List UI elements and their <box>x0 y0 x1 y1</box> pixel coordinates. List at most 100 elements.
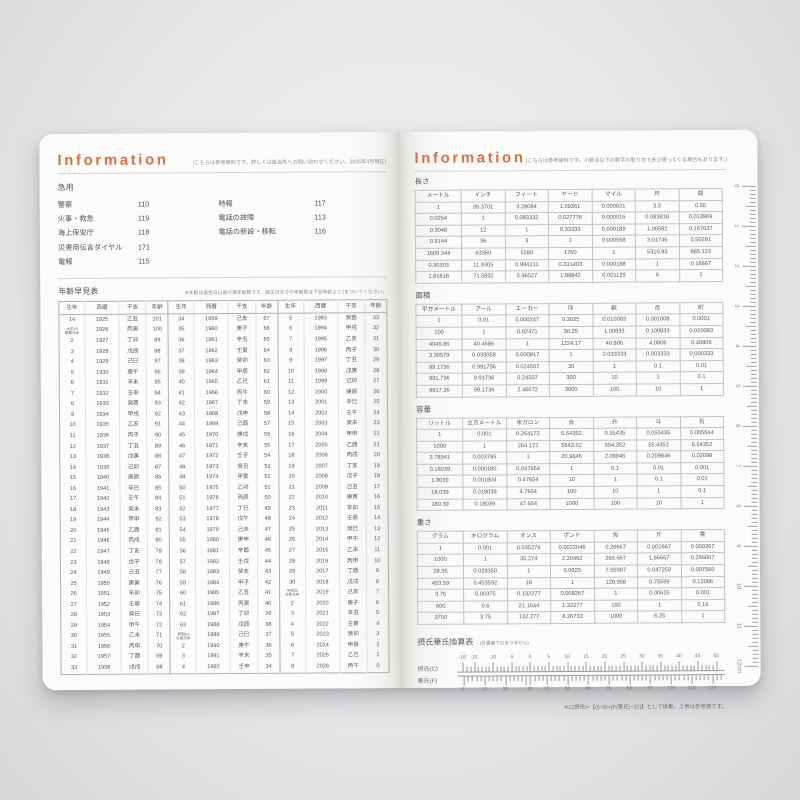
phone-number: 119 <box>137 213 150 223</box>
ruler-tick <box>746 325 757 327</box>
ruler-tick <box>749 217 756 219</box>
fahrenheit-tick-label: 110 <box>687 685 696 692</box>
conversion-cell: 5543.52 <box>549 440 594 452</box>
age-cell: 1969 <box>194 419 230 431</box>
age-cell: 35 <box>168 324 195 336</box>
header-note: (こちらは参考資料です。詳しくは該当先へお問い合わせください。2025年4月現在… <box>192 159 387 167</box>
conversion-cell: 1 <box>549 349 593 362</box>
age-cell: 1945 <box>86 525 121 537</box>
age-cell: 47 <box>256 524 279 536</box>
conversion-cell: 21.1644 <box>507 600 551 613</box>
ruler-tick <box>752 649 759 651</box>
age-cell: 12 <box>277 387 305 399</box>
conversion-cell: 3.28084 <box>504 201 549 214</box>
ruler-number: 11 <box>735 622 742 630</box>
conversion-cell: 0.12096 <box>681 576 725 589</box>
age-cell: 1992 <box>196 662 231 674</box>
age-cell: 乙丑 <box>119 313 147 326</box>
ruler-tick <box>752 657 759 659</box>
conversion-cell: 0.027778 <box>548 212 592 225</box>
celsius-tick-label: 5 <box>547 654 550 661</box>
age-cell: 16 <box>365 492 389 503</box>
conversion-cell: 1 <box>417 542 464 555</box>
conversion-cell: 160 <box>594 599 638 612</box>
age-cell: 1953 <box>86 609 121 621</box>
age-cell: 8 <box>366 576 389 588</box>
ruler-tick <box>751 553 758 555</box>
celsius-tick <box>645 665 647 671</box>
ruler-tick <box>750 289 757 291</box>
fahrenheit-tick <box>496 675 498 681</box>
fahrenheit-tick <box>703 674 705 680</box>
conversion-cell: 0.035274 <box>506 542 551 555</box>
celsius-tick-label: 25 <box>620 653 626 660</box>
age-table-header: 年齢早見表 ※年齢は誕生日以後の満年齢数です。誕生日までの年齢数は下記年齢より1… <box>58 284 387 297</box>
fahrenheit-tick <box>517 675 519 681</box>
age-cell: 13 <box>69 454 76 461</box>
age-cell: 37 <box>257 630 280 641</box>
temp-scale-subtitle: (計量器ではありません) <box>479 640 529 646</box>
ruler-tick <box>752 573 759 575</box>
age-cell: 20 <box>365 450 388 461</box>
conversion-cell: 132.277 <box>507 611 551 624</box>
age-cell: 8 <box>70 401 75 408</box>
age-cell: 2 <box>366 639 389 651</box>
scale-baseline <box>457 674 725 677</box>
fahrenheit-tick-label: 90 <box>647 685 653 692</box>
age-col-header: 年齢 <box>364 299 387 313</box>
age-cell: 甲子 <box>230 577 258 589</box>
fahrenheit-tick <box>583 675 585 681</box>
age-cell: 丁丑 <box>337 355 366 367</box>
age-cell: 58 <box>256 408 279 420</box>
age-cell: 4 <box>170 662 197 674</box>
age-cell: 1973 <box>195 461 230 473</box>
celsius-tick <box>529 662 531 672</box>
fahrenheit-tick <box>567 675 569 685</box>
age-cell: 乙丑 <box>230 588 258 599</box>
ruler-tick <box>751 489 758 491</box>
phone-row: 海上保安庁 118 <box>58 226 207 241</box>
age-cell: 4 <box>70 359 74 366</box>
ruler-tick <box>750 313 757 315</box>
conversion-cell: 0.994211 <box>505 259 549 272</box>
fahrenheit-tick <box>600 675 602 681</box>
age-cell: 1987 <box>196 609 231 621</box>
age-cell: 8 <box>277 345 304 356</box>
ruler-tick <box>752 581 759 583</box>
conversion-cell: 100 <box>415 327 463 339</box>
emergency-section-title: 急用 <box>57 182 74 193</box>
fahrenheit-tick <box>650 674 651 684</box>
age-cell: 1964 <box>194 366 229 378</box>
conversion-cell: 1 <box>681 610 725 623</box>
conversion-cell: 40.806 <box>592 337 637 350</box>
age-cell: 辛巳 <box>338 397 366 409</box>
conversion-cell: 0.0625 <box>550 565 595 578</box>
conversion-cell: 0.30303 <box>415 259 462 272</box>
conversion-cell: 36 <box>461 236 506 249</box>
age-cell: 11 <box>69 432 76 439</box>
age-cell: 9 <box>277 355 304 367</box>
age-cell: 48 <box>169 461 196 473</box>
age-col-header: 干支 <box>119 300 147 315</box>
age-cell: 3 <box>279 608 306 620</box>
age-cell: 11 <box>366 545 389 556</box>
age-cell: 1926 <box>85 325 120 336</box>
age-col-header: 生年 <box>277 300 304 314</box>
age-cell: 戊戌 <box>339 576 367 588</box>
phone-number: 113 <box>314 212 326 222</box>
ruler-tick <box>751 437 758 439</box>
conversion-cell: 3.01746 <box>635 235 680 248</box>
fahrenheit-tick <box>691 674 693 684</box>
age-cell: 3 <box>170 651 197 663</box>
age-cell: 甲寅 <box>229 472 257 483</box>
age-cell: 62 <box>255 366 278 378</box>
fahrenheit-tick <box>592 675 593 681</box>
ruler-tick <box>746 365 757 367</box>
conversion-col-header: メートル <box>415 190 462 202</box>
celsius-tick <box>507 666 509 672</box>
ruler-tick <box>748 605 759 607</box>
conversion-cell: 47.654 <box>506 498 551 511</box>
age-cell: 戊子 <box>338 471 366 483</box>
conversion-cell: 16 <box>507 577 551 590</box>
celsius-tick <box>686 665 688 671</box>
